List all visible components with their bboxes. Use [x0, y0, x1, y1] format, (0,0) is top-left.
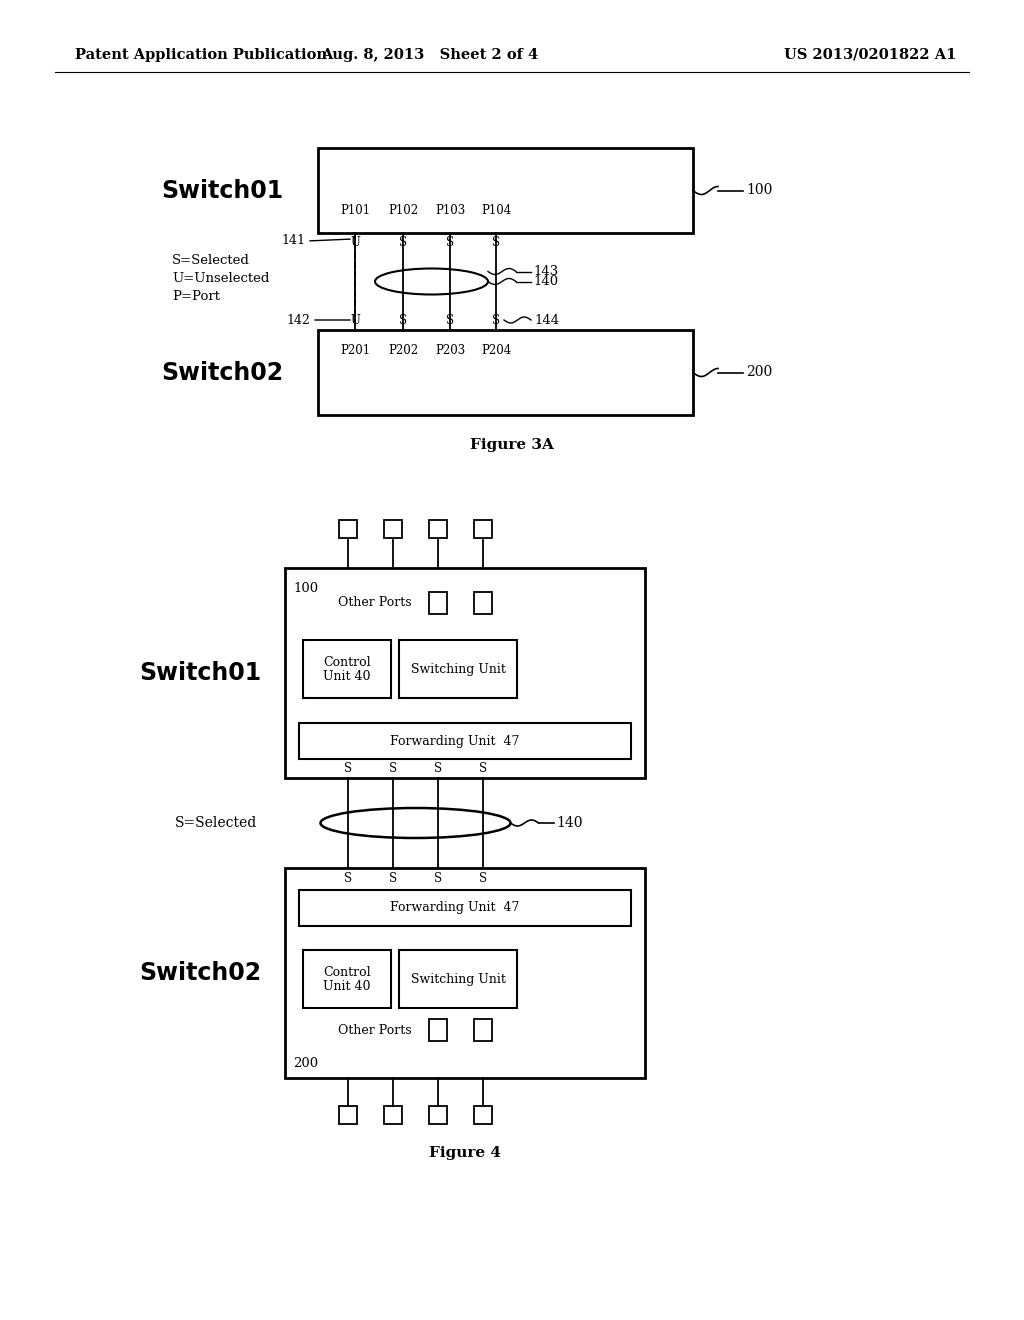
Bar — [474, 520, 492, 539]
Text: Control: Control — [324, 966, 371, 979]
Bar — [384, 1106, 402, 1125]
Text: Other Ports: Other Ports — [338, 1023, 412, 1036]
Text: Unit 40: Unit 40 — [324, 981, 371, 994]
Text: P102: P102 — [388, 205, 418, 218]
Text: Other Ports: Other Ports — [338, 597, 412, 610]
Text: P104: P104 — [481, 205, 511, 218]
Text: S: S — [434, 762, 442, 775]
Text: 141: 141 — [281, 235, 305, 248]
Bar — [384, 520, 402, 539]
Text: Switch01: Switch01 — [161, 178, 283, 202]
Text: S=Selected: S=Selected — [172, 253, 250, 267]
Bar — [339, 1106, 357, 1125]
Bar — [339, 520, 357, 539]
Text: 143: 143 — [534, 265, 558, 279]
Text: P203: P203 — [435, 343, 465, 356]
Text: 140: 140 — [534, 275, 558, 288]
Text: P202: P202 — [388, 343, 418, 356]
Text: 100: 100 — [293, 582, 318, 595]
Bar — [474, 1106, 492, 1125]
Text: U=Unselected: U=Unselected — [172, 272, 269, 285]
Text: S: S — [434, 871, 442, 884]
Text: 144: 144 — [534, 314, 559, 326]
Bar — [399, 950, 517, 1008]
Text: 142: 142 — [286, 314, 310, 326]
Text: Figure 4: Figure 4 — [429, 1146, 501, 1160]
Text: Figure 3A: Figure 3A — [470, 438, 554, 451]
Text: S: S — [389, 762, 397, 775]
Bar — [303, 950, 391, 1008]
Text: S=Selected: S=Selected — [175, 816, 257, 830]
Text: S: S — [492, 314, 500, 326]
Text: S: S — [479, 762, 487, 775]
Text: S: S — [492, 236, 500, 249]
Bar — [285, 869, 645, 1078]
Text: P204: P204 — [481, 343, 511, 356]
Text: Patent Application Publication: Patent Application Publication — [75, 48, 327, 62]
Text: 200: 200 — [293, 1057, 318, 1071]
Bar — [299, 723, 631, 759]
Bar — [285, 568, 645, 777]
Bar — [399, 640, 517, 698]
Text: 100: 100 — [746, 183, 772, 198]
Bar — [429, 591, 447, 614]
Text: U: U — [350, 236, 360, 249]
Text: Switching Unit: Switching Unit — [411, 663, 506, 676]
Text: P201: P201 — [340, 343, 370, 356]
Text: P103: P103 — [435, 205, 465, 218]
Text: U: U — [350, 314, 360, 326]
Text: Switch01: Switch01 — [139, 661, 261, 685]
Text: Forwarding Unit  47: Forwarding Unit 47 — [390, 902, 520, 915]
Text: S: S — [445, 314, 454, 326]
Text: S: S — [399, 236, 408, 249]
Text: S: S — [344, 871, 352, 884]
Text: S: S — [445, 236, 454, 249]
Text: P=Port: P=Port — [172, 289, 220, 302]
Text: Control: Control — [324, 656, 371, 669]
Bar — [318, 148, 693, 234]
Text: Switch02: Switch02 — [139, 961, 261, 985]
Text: S: S — [389, 871, 397, 884]
Bar — [474, 591, 492, 614]
Text: S: S — [344, 762, 352, 775]
Text: Switch02: Switch02 — [161, 360, 283, 384]
Text: Switching Unit: Switching Unit — [411, 973, 506, 986]
Text: S: S — [479, 871, 487, 884]
Bar — [299, 890, 631, 927]
Bar — [303, 640, 391, 698]
Bar — [429, 1019, 447, 1041]
Text: US 2013/0201822 A1: US 2013/0201822 A1 — [783, 48, 956, 62]
Text: 200: 200 — [746, 366, 772, 380]
Bar — [474, 1019, 492, 1041]
Text: 140: 140 — [556, 816, 583, 830]
Text: Aug. 8, 2013   Sheet 2 of 4: Aug. 8, 2013 Sheet 2 of 4 — [322, 48, 539, 62]
Text: Unit 40: Unit 40 — [324, 671, 371, 684]
Text: P101: P101 — [340, 205, 370, 218]
Text: S: S — [399, 314, 408, 326]
Bar — [429, 1106, 447, 1125]
Bar — [318, 330, 693, 414]
Bar — [429, 520, 447, 539]
Text: Forwarding Unit  47: Forwarding Unit 47 — [390, 734, 520, 747]
